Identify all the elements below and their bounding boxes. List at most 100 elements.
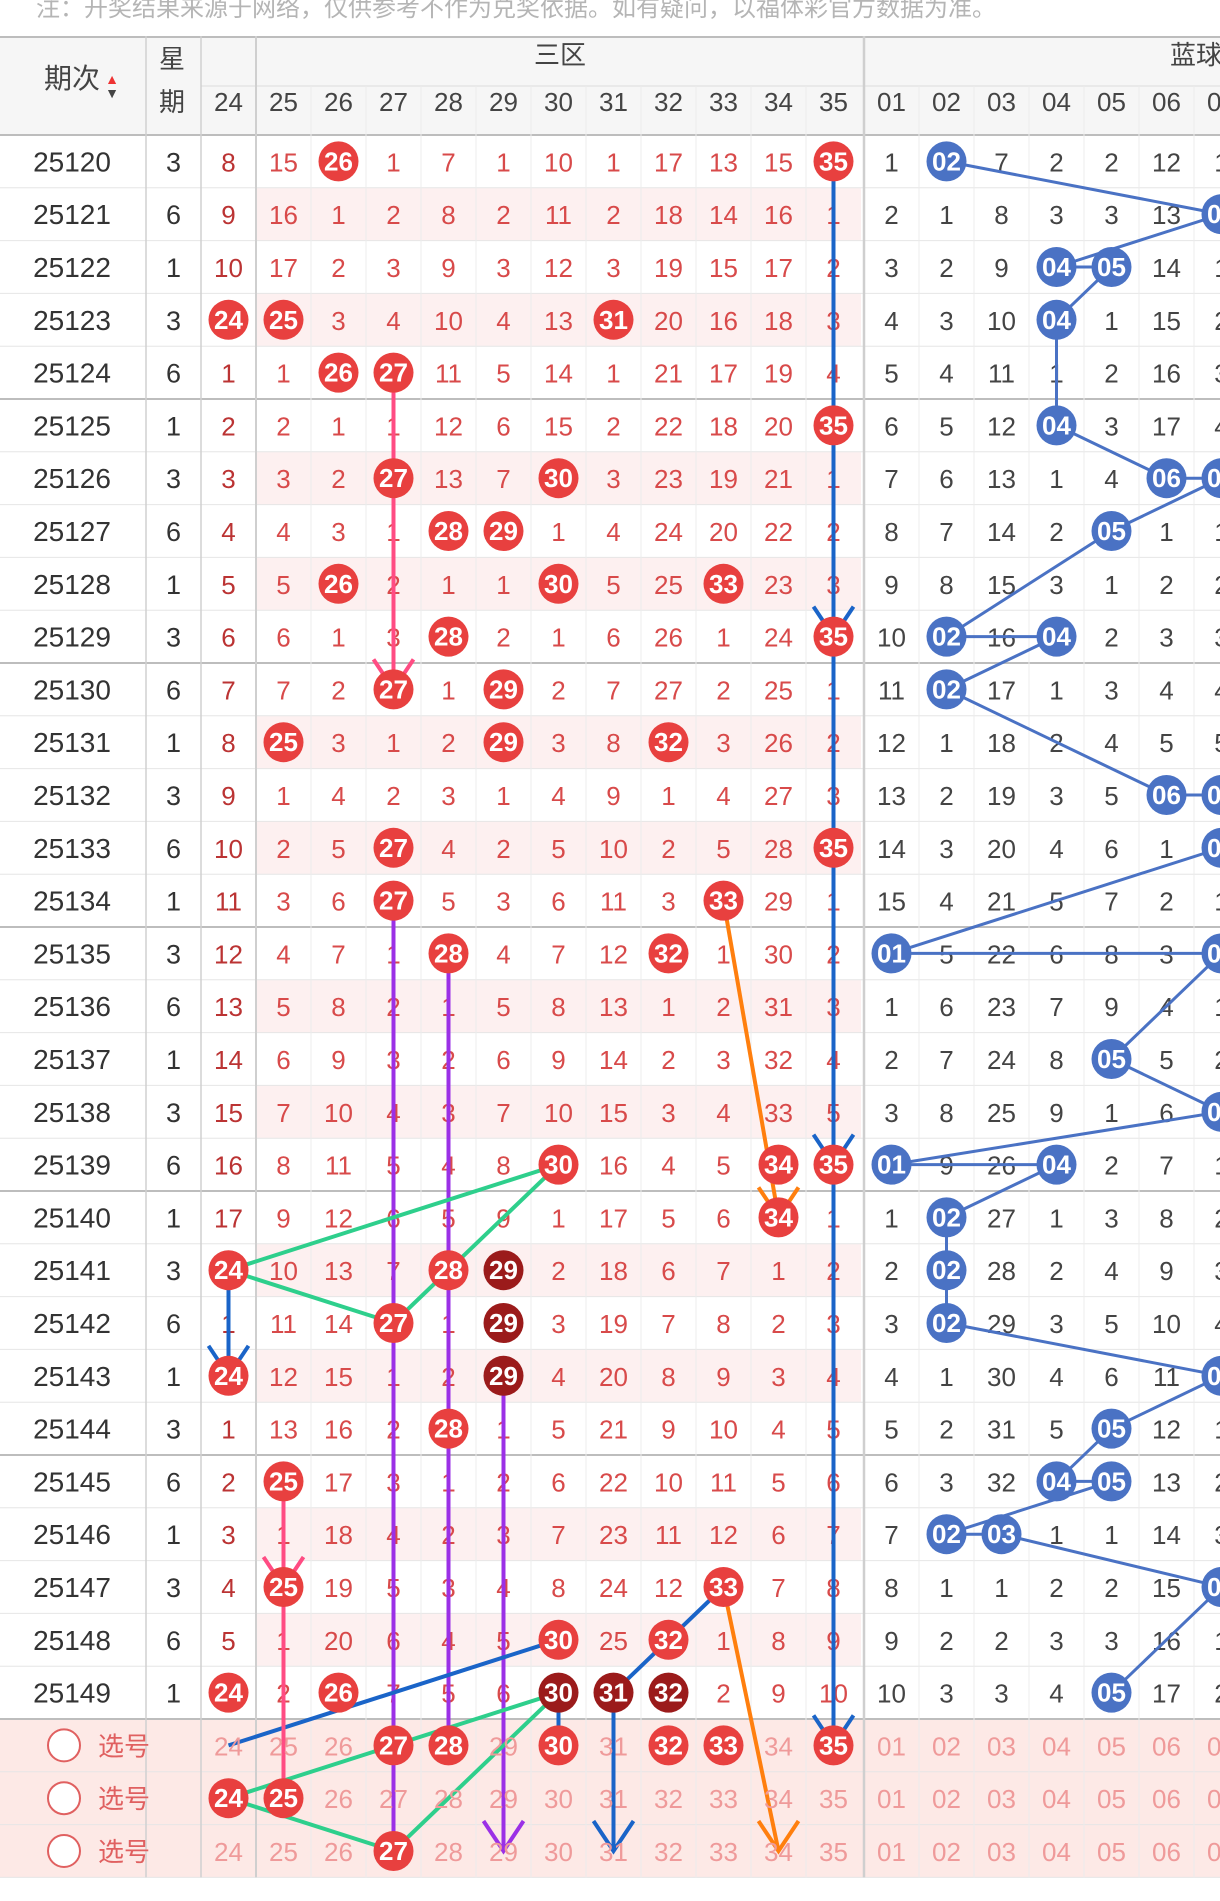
select-blue-cell[interactable]: 02 xyxy=(932,1837,961,1867)
select-blue-cell[interactable]: 02 xyxy=(932,1784,961,1814)
blue-miss-cell: 9 xyxy=(1049,1098,1063,1128)
select-blue-cell[interactable]: 01 xyxy=(877,1784,906,1814)
sort-icon-up[interactable]: ▲ xyxy=(105,71,119,87)
week-cell: 3 xyxy=(166,464,181,494)
period-cell: 25124 xyxy=(33,358,111,389)
blue-ball-number: 02 xyxy=(932,674,961,704)
picked-red-number[interactable]: 25 xyxy=(269,1783,298,1813)
select-red-cell[interactable]: 25 xyxy=(269,1837,298,1867)
picked-red-number[interactable]: 28 xyxy=(434,1730,463,1760)
select-blue-cell[interactable]: 05 xyxy=(1097,1731,1126,1761)
select-red-cell[interactable]: 29 xyxy=(489,1837,518,1867)
red-ball-number: 29 xyxy=(489,1361,518,1391)
blue-miss-cell: 5 xyxy=(1104,1309,1118,1339)
picked-red-ball[interactable] xyxy=(538,1725,579,1766)
sort-icon-down[interactable]: ▼ xyxy=(105,85,119,101)
blue-miss-cell: 2 xyxy=(1049,1573,1063,1603)
select-red-cell[interactable]: 34 xyxy=(764,1784,793,1814)
red-miss-cell: 2 xyxy=(716,1679,730,1709)
select-red-cell[interactable]: 32 xyxy=(654,1784,683,1814)
select-red-cell[interactable]: 32 xyxy=(654,1837,683,1867)
red-miss-cell: 8 xyxy=(276,1151,290,1181)
picked-red-ball[interactable] xyxy=(373,1725,414,1766)
select-radio[interactable] xyxy=(47,1834,81,1868)
select-red-cell[interactable]: 34 xyxy=(764,1837,793,1867)
select-label[interactable]: 选号 xyxy=(98,1731,150,1761)
picked-red-ball[interactable] xyxy=(263,1778,304,1819)
picked-red-number[interactable]: 27 xyxy=(379,1836,408,1866)
picked-red-number[interactable]: 35 xyxy=(819,1730,848,1760)
picked-red-ball[interactable] xyxy=(703,1725,744,1766)
red-miss-cell: 23 xyxy=(599,1520,628,1550)
select-label[interactable]: 选号 xyxy=(98,1784,150,1814)
select-red-cell[interactable]: 30 xyxy=(544,1784,573,1814)
select-blue-cell[interactable]: 07 xyxy=(1207,1731,1220,1761)
select-blue-cell[interactable]: 06 xyxy=(1152,1784,1181,1814)
select-blue-cell[interactable]: 03 xyxy=(987,1837,1016,1867)
red-ball xyxy=(538,458,579,499)
select-blue-cell[interactable]: 04 xyxy=(1042,1837,1071,1867)
select-blue-cell[interactable]: 05 xyxy=(1097,1784,1126,1814)
select-blue-cell[interactable]: 07 xyxy=(1207,1784,1220,1814)
select-blue-cell[interactable]: 03 xyxy=(987,1784,1016,1814)
select-blue-cell[interactable]: 02 xyxy=(932,1731,961,1761)
red-ball-number: 26 xyxy=(324,1678,353,1708)
select-red-cell[interactable]: 30 xyxy=(544,1837,573,1867)
select-red-cell[interactable]: 24 xyxy=(214,1837,243,1867)
select-blue-cell[interactable]: 07 xyxy=(1207,1837,1220,1867)
period-header[interactable]: 期次 xyxy=(44,63,100,94)
blue-ball xyxy=(871,1144,912,1185)
blue-trend-line xyxy=(891,846,1220,955)
blue-miss-cell: 1 xyxy=(1104,1098,1118,1128)
select-red-cell[interactable]: 31 xyxy=(599,1731,628,1761)
select-red-cell[interactable]: 31 xyxy=(599,1837,628,1867)
red-ball xyxy=(538,1619,579,1660)
select-blue-cell[interactable]: 06 xyxy=(1152,1837,1181,1867)
picked-red-number[interactable]: 27 xyxy=(379,1730,408,1760)
select-red-cell[interactable]: 24 xyxy=(214,1731,243,1761)
select-label[interactable]: 选号 xyxy=(98,1837,150,1867)
select-blue-cell[interactable]: 06 xyxy=(1152,1731,1181,1761)
picked-red-number[interactable]: 24 xyxy=(214,1783,243,1813)
select-blue-cell[interactable]: 01 xyxy=(877,1837,906,1867)
red-ball xyxy=(538,1144,579,1185)
blue-miss-cell: 2 xyxy=(1104,147,1118,177)
red-miss-cell: 11 xyxy=(325,1151,352,1181)
picked-red-number[interactable]: 33 xyxy=(709,1730,738,1760)
select-red-cell[interactable]: 28 xyxy=(434,1784,463,1814)
picked-red-ball[interactable] xyxy=(813,1725,854,1766)
select-red-cell[interactable]: 25 xyxy=(269,1731,298,1761)
select-red-cell[interactable]: 29 xyxy=(489,1731,518,1761)
red-miss-cell: 18 xyxy=(709,411,738,441)
select-red-cell[interactable]: 33 xyxy=(709,1784,738,1814)
select-blue-cell[interactable]: 04 xyxy=(1042,1784,1071,1814)
select-red-cell[interactable]: 31 xyxy=(599,1784,628,1814)
red-miss-cell: 5 xyxy=(331,834,345,864)
select-red-cell[interactable]: 34 xyxy=(764,1731,793,1761)
select-red-cell[interactable]: 26 xyxy=(324,1784,353,1814)
picked-red-number[interactable]: 32 xyxy=(654,1730,683,1760)
red-miss-cell: 9 xyxy=(441,253,455,283)
select-red-cell[interactable]: 26 xyxy=(324,1731,353,1761)
red-col-header: 24 xyxy=(214,87,243,117)
blue-miss-cell: 3 xyxy=(939,1467,953,1497)
picked-red-number[interactable]: 30 xyxy=(544,1730,573,1760)
select-red-cell[interactable]: 27 xyxy=(379,1784,408,1814)
select-red-cell[interactable]: 28 xyxy=(434,1837,463,1867)
select-red-cell[interactable]: 33 xyxy=(709,1837,738,1867)
select-red-cell[interactable]: 35 xyxy=(819,1837,848,1867)
picked-red-ball[interactable] xyxy=(648,1725,689,1766)
picked-red-ball[interactable] xyxy=(208,1778,249,1819)
select-blue-cell[interactable]: 03 xyxy=(987,1731,1016,1761)
select-red-cell[interactable]: 35 xyxy=(819,1784,848,1814)
select-red-cell[interactable]: 26 xyxy=(324,1837,353,1867)
picked-red-ball[interactable] xyxy=(428,1725,469,1766)
select-radio[interactable] xyxy=(47,1728,81,1763)
select-blue-cell[interactable]: 04 xyxy=(1042,1731,1071,1761)
select-blue-cell[interactable]: 01 xyxy=(877,1731,906,1761)
select-red-cell[interactable]: 29 xyxy=(489,1784,518,1814)
select-radio[interactable] xyxy=(47,1781,81,1816)
select-blue-cell[interactable]: 05 xyxy=(1097,1837,1126,1867)
red-col-header: 25 xyxy=(269,87,298,117)
picked-red-ball[interactable] xyxy=(373,1831,414,1871)
